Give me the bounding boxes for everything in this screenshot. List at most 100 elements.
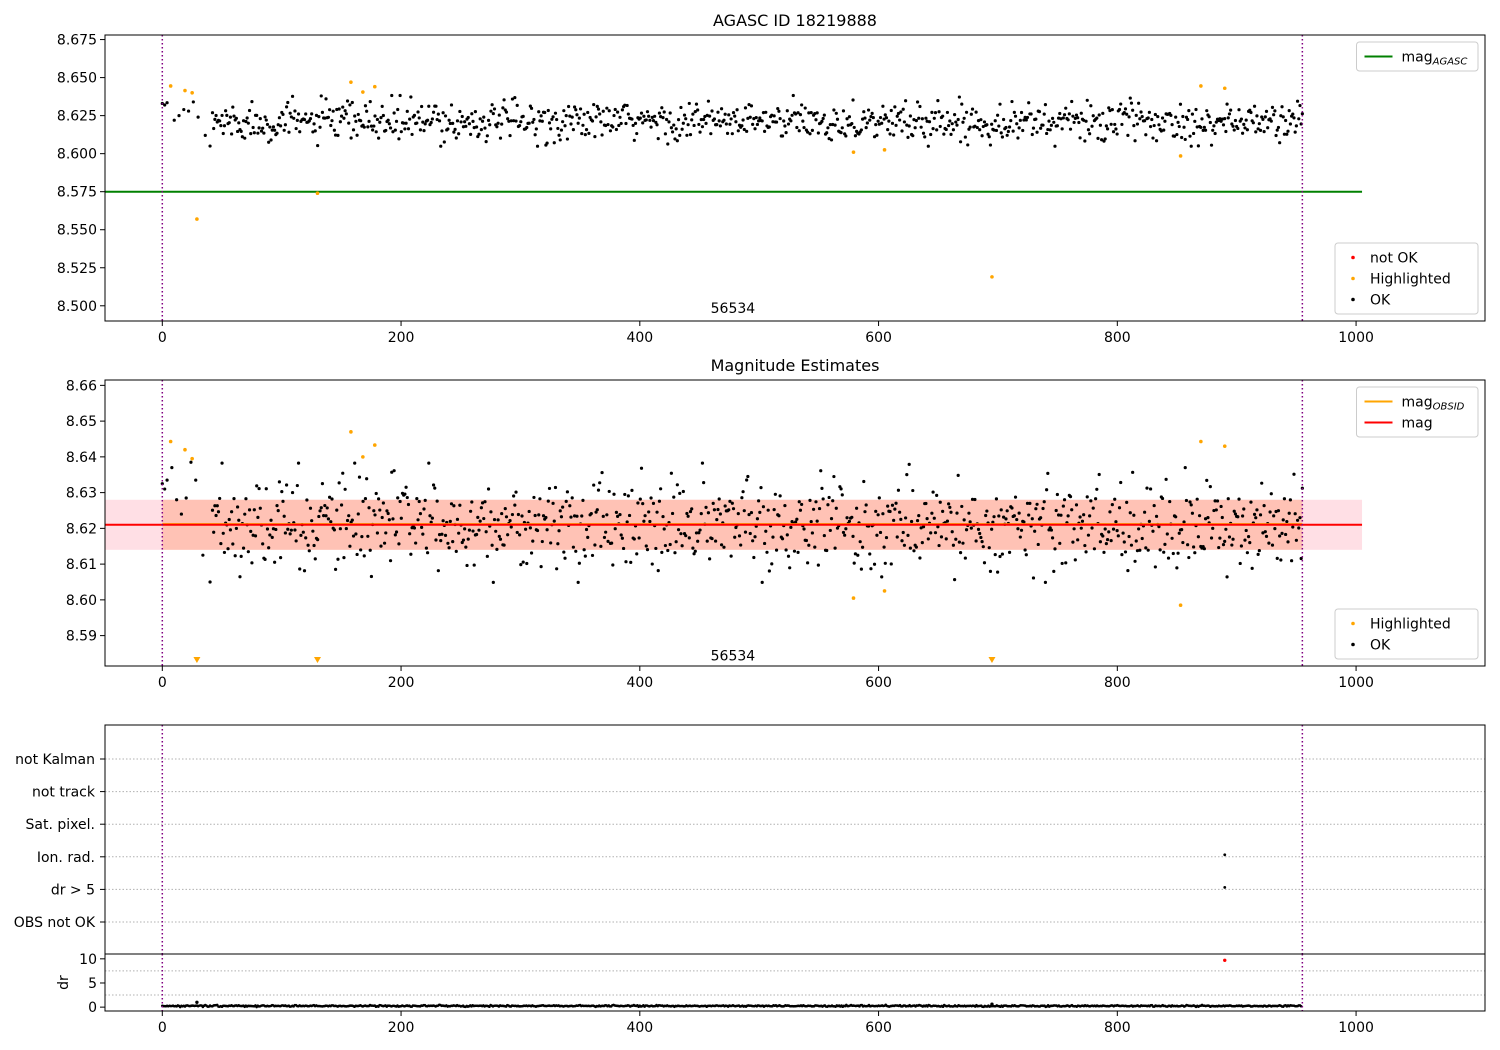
- p2-ok-point: [736, 511, 740, 516]
- p2-ok-point: [1203, 517, 1208, 521]
- p2-ok-point: [974, 539, 978, 543]
- p2-ok-point: [1143, 510, 1147, 514]
- p1-ok-point: [588, 115, 592, 120]
- p2-ok-point: [715, 517, 719, 522]
- p2-ok-point: [1289, 559, 1294, 563]
- p2-ok-point: [544, 515, 548, 520]
- p3-dr-outlier: [990, 1002, 994, 1006]
- p2-ok-point: [740, 496, 744, 500]
- p1-ok-point: [783, 124, 787, 128]
- p1-ok-point: [915, 100, 920, 104]
- p2-ok-point: [642, 519, 646, 523]
- p1-ok-point: [1252, 104, 1257, 108]
- p2-ok-point: [651, 501, 656, 506]
- p2-ok-point: [179, 512, 184, 516]
- p1-ok-point: [1143, 119, 1147, 123]
- p2-ok-point: [535, 528, 540, 533]
- p1-ok-point: [797, 129, 801, 133]
- p1-ok-point: [883, 113, 887, 117]
- p1-ok-point: [570, 115, 574, 119]
- p2-ok-point: [598, 481, 602, 485]
- p2-ok-point: [1163, 542, 1167, 547]
- p2-ok-point: [900, 539, 904, 543]
- p2-bottom-legend-label: Highlighted: [1370, 617, 1451, 633]
- p2-ok-point: [1298, 516, 1302, 520]
- p2-ok-point: [1061, 504, 1065, 508]
- p2-ok-point: [686, 514, 690, 518]
- p1-ok-point: [676, 118, 681, 122]
- p2-ok-point: [745, 478, 749, 482]
- p2-ok-point: [165, 478, 169, 482]
- p2-ok-point: [1045, 488, 1049, 492]
- p1-ok-point: [696, 108, 700, 112]
- p2-ok-point: [770, 562, 774, 566]
- p1-ok-point: [845, 117, 849, 121]
- p2-ok-point: [889, 562, 893, 566]
- p2-ok-point: [827, 495, 831, 500]
- p1-ok-point: [1151, 136, 1155, 140]
- p1-ok-point: [163, 103, 167, 107]
- p1-ok-point: [742, 127, 746, 132]
- p3-xtick-label: 1000: [1338, 1020, 1374, 1036]
- p2-ok-point: [1165, 532, 1169, 536]
- p2-ok-point: [234, 526, 238, 531]
- p2-ok-point: [780, 537, 785, 541]
- p1-ok-point: [534, 127, 538, 131]
- p2-ok-point: [904, 516, 908, 520]
- p1-ok-point: [246, 121, 250, 125]
- p1-ok-point: [665, 117, 669, 122]
- p1-ok-point: [304, 112, 308, 116]
- p2-ok-point: [1226, 497, 1230, 501]
- p2-ok-point: [1273, 527, 1277, 531]
- p2-ok-point: [590, 553, 595, 558]
- p1-ok-point: [1203, 128, 1208, 132]
- p2-ok-point: [1126, 568, 1130, 573]
- p2-ok-point: [509, 525, 513, 529]
- p2-ok-point: [767, 569, 771, 573]
- p2-ok-point: [921, 525, 926, 529]
- p2-ok-point: [1230, 543, 1234, 547]
- p2-ok-point: [527, 509, 531, 514]
- p1-ok-point: [332, 128, 336, 132]
- p1-ok-point: [514, 119, 518, 123]
- p1-ok-point: [1183, 137, 1187, 142]
- p2-ok-point: [607, 489, 611, 494]
- p2-ok-point: [558, 509, 562, 513]
- p1-ok-point: [320, 110, 325, 114]
- p2-ok-point: [220, 461, 224, 465]
- p1-ok-point: [196, 115, 200, 119]
- p2-ok-point: [322, 514, 326, 518]
- p2-ok-point: [458, 503, 462, 507]
- p1-ok-point: [800, 103, 804, 107]
- p1-ok-point: [815, 111, 819, 115]
- p1-ok-point: [470, 112, 474, 116]
- p1-ok-point: [949, 132, 953, 136]
- p2-ok-point: [342, 556, 346, 560]
- p1-ok-point: [351, 128, 356, 132]
- p2-ok-point: [497, 534, 501, 538]
- p1-ok-point: [294, 126, 298, 131]
- p1-ok-point: [1272, 113, 1276, 117]
- p1-ok-point: [435, 117, 439, 122]
- p1-ok-point: [1221, 123, 1226, 127]
- p2-ok-point: [201, 553, 205, 557]
- p1-ok-point: [816, 131, 820, 135]
- p2-ok-point: [463, 527, 467, 531]
- p2-ok-point: [924, 501, 928, 506]
- p1-ok-point: [374, 130, 378, 134]
- p2-ok-point: [626, 494, 630, 498]
- p2-ok-point: [912, 549, 916, 553]
- p1-ok-point: [762, 129, 767, 133]
- p1-ok-point: [686, 123, 690, 127]
- p1-ok-point: [826, 126, 830, 130]
- p1-ok-point: [693, 109, 697, 114]
- p1-ok-point: [1195, 125, 1199, 129]
- p2-ok-point: [996, 570, 1000, 574]
- p1-ok-point: [954, 120, 958, 124]
- p2-ok-point: [320, 482, 325, 486]
- p2-ok-point: [1264, 534, 1269, 538]
- p2-ok-point: [529, 551, 534, 555]
- p1-ok-point: [1175, 132, 1179, 137]
- p1-ok-point: [1083, 139, 1087, 143]
- p2-ok-point: [741, 490, 745, 494]
